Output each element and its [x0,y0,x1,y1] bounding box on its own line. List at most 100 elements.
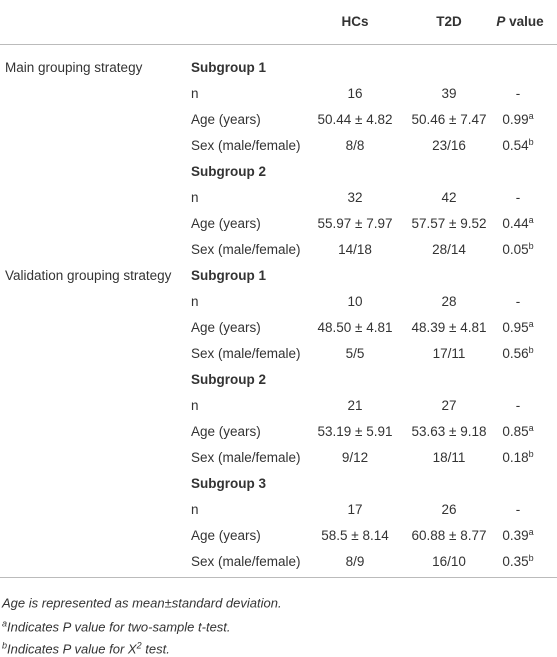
p-value: 0.56 [502,346,529,361]
p-value: 0.44 [502,216,529,231]
t2d-cell: 23/16 [432,138,466,153]
hcs-cell: 50.44 ± 4.82 [317,112,393,127]
p-value: 0.18 [502,450,529,465]
p-note: b [528,137,534,147]
bottom-rule [0,577,557,578]
header-p-text: value [505,14,544,29]
p-cell: 0.99a [502,112,533,128]
hcs-cell: 21 [347,398,363,413]
footnote: Age is represented as mean±standard devi… [2,595,282,611]
t2d-cell: 60.88 ± 8.77 [411,528,487,543]
hcs-cell: 14/18 [338,242,372,257]
p-note: a [528,527,534,537]
t2d-cell: 42 [441,190,457,205]
t2d-cell: 57.57 ± 9.52 [411,216,487,231]
p-cell: 0.54b [502,138,533,154]
footnote-text: Indicates P value for two-sample t-test. [7,619,231,635]
p-note: b [528,241,534,251]
hcs-cell: 53.19 ± 5.91 [317,424,393,439]
hcs-cell: 55.97 ± 7.97 [317,216,393,231]
p-cell: - [516,190,521,206]
p-value: 0.95 [502,320,529,335]
row-label: n [191,86,199,101]
p-value: 0.39 [502,528,529,543]
p-value: - [515,190,521,205]
row-label: n [191,502,199,517]
p-cell: 0.05b [502,242,533,258]
p-cell: - [516,398,521,414]
p-value: - [515,398,521,413]
p-cell: 0.85a [502,424,533,440]
p-cell: - [516,502,521,518]
subgroup-label: Subgroup 3 [191,476,266,491]
p-value: 0.54 [502,138,529,153]
header-p: P value [496,14,543,30]
p-value: 0.35 [502,554,529,569]
p-value: - [515,502,521,517]
header-t2d: T2D [436,14,462,29]
row-label: Age (years) [191,112,261,127]
t2d-cell: 39 [441,86,457,101]
header-p-italic: P [496,14,506,29]
footnote-marker: b [2,640,8,651]
group-label: Main grouping strategy [5,60,143,75]
hcs-cell: 16 [347,86,363,101]
t2d-cell: 27 [441,398,457,413]
footnote-sup: 2 [136,640,142,651]
hcs-cell: 5/5 [345,346,365,361]
p-cell: - [516,294,521,310]
p-value: 0.99 [502,112,529,127]
p-value: - [515,86,521,101]
row-label: n [191,294,199,309]
footnote: bIndicates P value for X2 test. [2,640,170,657]
hcs-cell: 48.50 ± 4.81 [317,320,393,335]
t2d-cell: 17/11 [432,346,466,361]
p-note: b [528,553,534,563]
p-value: - [515,294,521,309]
row-label: Age (years) [191,320,261,335]
header-rule [0,44,557,45]
row-label: Age (years) [191,424,261,439]
t2d-cell: 28 [441,294,457,309]
hcs-cell: 10 [347,294,363,309]
row-label: Sex (male/female) [191,450,301,465]
p-cell: 0.44a [502,216,533,232]
group-label: Validation grouping strategy [5,268,172,283]
p-cell: 0.39a [502,528,533,544]
hcs-cell: 58.5 ± 8.14 [321,528,389,543]
row-label: Sex (male/female) [191,242,301,257]
p-note: a [528,111,534,121]
hcs-cell: 32 [347,190,363,205]
subgroup-label: Subgroup 2 [191,164,266,179]
hcs-cell: 8/8 [345,138,365,153]
row-label: Sex (male/female) [191,554,301,569]
row-label: n [191,190,199,205]
row-label: Age (years) [191,528,261,543]
p-cell: 0.56b [502,346,533,362]
p-note: a [528,215,534,225]
footnote-marker: a [2,618,8,629]
t2d-cell: 26 [441,502,457,517]
t2d-cell: 16/10 [432,554,466,569]
p-value: 0.05 [502,242,529,257]
t2d-cell: 53.63 ± 9.18 [411,424,487,439]
row-label: Sex (male/female) [191,138,301,153]
subgroup-label: Subgroup 1 [191,268,266,283]
hcs-cell: 9/12 [341,450,369,465]
t2d-cell: 50.46 ± 7.47 [411,112,487,127]
p-cell: - [516,86,521,102]
row-label: Sex (male/female) [191,346,301,361]
subgroup-label: Subgroup 2 [191,372,266,387]
footnote-text: Indicates P value for X [7,641,137,657]
p-cell: 0.95a [502,320,533,336]
row-label: n [191,398,199,413]
subgroup-label: Subgroup 1 [191,60,266,75]
row-label: Age (years) [191,216,261,231]
footnote: aIndicates P value for two-sample t-test… [2,618,231,635]
footnote-text: test. [141,641,170,657]
p-note: a [528,319,534,329]
p-cell: 0.35b [502,554,533,570]
p-cell: 0.18b [502,450,533,466]
p-value: 0.85 [502,424,529,439]
